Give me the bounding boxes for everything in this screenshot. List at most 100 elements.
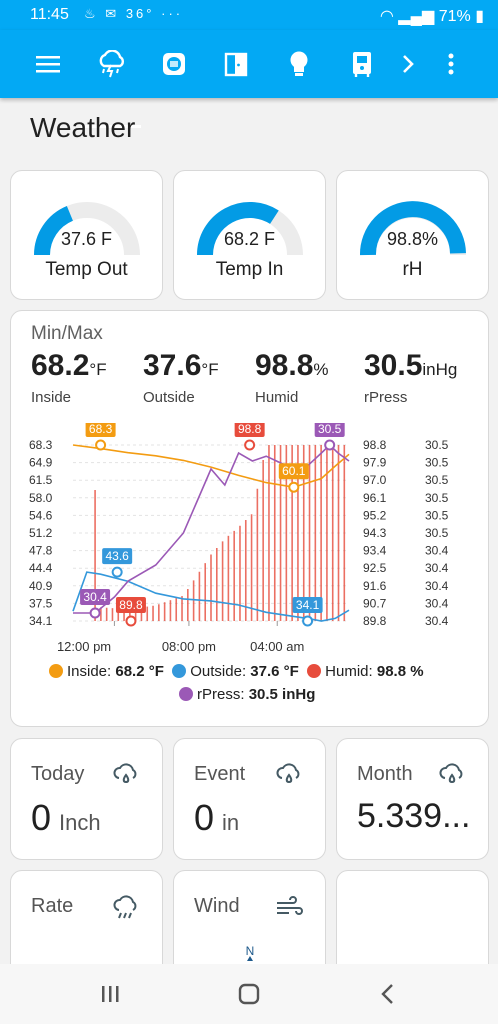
y-right1-tick-label: 94.3 — [363, 526, 387, 540]
y-right2-tick-label: 30.5 — [425, 438, 449, 452]
rain-cloud-icon — [438, 763, 466, 794]
wifi-icon: ◠ — [379, 8, 394, 25]
y-right1-tick-label: 92.5 — [363, 561, 387, 575]
chart-marker-point — [244, 439, 256, 451]
y-left-tick-label: 47.8 — [29, 544, 53, 558]
chart-marker-label: 68.3 — [89, 423, 113, 436]
y-right2-tick-label: 30.5 — [425, 473, 449, 487]
gauge-card-rh[interactable]: 98.8% rH — [336, 170, 489, 300]
back-button[interactable] — [380, 983, 396, 1010]
legend-dot — [49, 664, 63, 678]
x-tick-label: 04:00 am — [250, 639, 304, 654]
y-left-tick-label: 51.2 — [29, 526, 53, 540]
gauge-arc — [359, 201, 466, 256]
tile-rain-event[interactable]: Event 0 in — [173, 738, 326, 860]
stat-inside-value: 68.2°F — [31, 349, 107, 382]
minmax-chart[interactable]: 68.3 98.8 30.5 64.9 97.9 30.5 61.5 97.0 30.5 58.0… — [11, 423, 490, 663]
gauge-arc — [34, 202, 140, 256]
gauge-label: Temp Out — [45, 259, 128, 280]
y-right2-tick-label: 30.4 — [425, 544, 449, 558]
y-left-tick-label: 44.4 — [29, 561, 53, 575]
stat-humid-value: 98.8% — [255, 349, 329, 382]
stat-rpress-label: rPress — [364, 389, 408, 406]
chart-marker-point — [288, 481, 300, 493]
chart-marker-point — [89, 607, 101, 619]
y-left-tick-label: 58.0 — [29, 491, 53, 505]
tile-rain-month[interactable]: Month 5.339... — [336, 738, 489, 860]
legend-item-outside[interactable]: Outside: 37.6 °F — [172, 663, 299, 680]
y-right1-tick-label: 93.4 — [363, 544, 387, 558]
rpress-series-line — [73, 443, 350, 614]
chart-marker-badge — [278, 463, 309, 480]
home-button[interactable] — [238, 983, 260, 1010]
status-temp: 36° — [125, 6, 155, 21]
gauge-arc — [197, 202, 303, 256]
menu-icon[interactable] — [32, 48, 64, 80]
y-right2-tick-label: 30.4 — [425, 561, 449, 575]
y-right1-tick-label: 89.8 — [363, 614, 387, 628]
overflow-menu-icon[interactable] — [435, 48, 467, 80]
y-left-tick-label: 64.9 — [29, 456, 53, 470]
chart-legend-row-2: rPress: 30.5 inHg — [179, 686, 315, 703]
gauge-label: Temp In — [215, 259, 284, 280]
gauge-label: rH — [402, 259, 423, 280]
chart-marker-badge — [80, 589, 111, 605]
tile-title: Rate — [31, 895, 74, 917]
chart-marker-badge — [314, 423, 345, 437]
gauge-card-temp-out[interactable]: 37.6 F Temp Out — [10, 170, 163, 300]
chart-legend-row-1: Inside: 68.2 °F Outside: 37.6 °F Humid: … — [49, 663, 424, 680]
y-left-tick-label: 54.6 — [29, 508, 53, 522]
minmax-card[interactable]: Min/Max 68.2°F Inside 37.6°F Outside 98.… — [10, 310, 489, 727]
device-tab-icon[interactable] — [346, 48, 378, 80]
y-right2-tick-label: 30.4 — [425, 614, 449, 628]
page-title: Weather — [30, 112, 136, 143]
y-right1-tick-label: 90.7 — [363, 596, 387, 610]
recent-apps-button[interactable] — [100, 984, 120, 1009]
y-left-tick-label: 61.5 — [29, 473, 53, 487]
stat-rpress-value: 30.5inHg — [364, 349, 458, 382]
tile-title: Month — [357, 763, 413, 785]
chart-marker-badge — [292, 597, 323, 613]
chart-marker-point — [95, 439, 107, 451]
gauge-fill — [197, 202, 279, 256]
y-right1-tick-label: 97.9 — [363, 456, 387, 470]
wind-icon — [275, 895, 303, 924]
legend-item-rpress[interactable]: rPress: 30.5 inHg — [179, 686, 315, 703]
battery-icon: ▮ — [475, 8, 484, 25]
y-right1-tick-label: 95.2 — [363, 508, 387, 522]
status-right: ◠ ▂▄▆ 71% ▮ — [380, 6, 484, 26]
thermostat-tab-icon[interactable] — [158, 48, 190, 80]
gauge-fill — [359, 201, 466, 256]
chart-marker-point — [324, 439, 336, 451]
weather-tab-icon[interactable] — [95, 48, 127, 80]
gauge-card-temp-in[interactable]: 68.2 F Temp In — [173, 170, 326, 300]
app-toolbar — [0, 30, 498, 128]
more-notifications-icon: ··· — [161, 6, 184, 21]
chart-marker-label: 30.4 — [83, 590, 107, 604]
tile-value: 0 in — [194, 797, 240, 838]
stat-inside-label: Inside — [31, 389, 72, 406]
rain-cloud-icon — [275, 763, 303, 794]
tile-value: 5.339... — [357, 797, 471, 835]
chart-marker-point — [302, 615, 314, 627]
y-right2-tick-label: 30.5 — [425, 456, 449, 470]
y-right1-tick-label: 97.0 — [363, 473, 387, 487]
tile-rain-today[interactable]: Today 0 Inch — [10, 738, 163, 860]
inside-series-line — [72, 444, 350, 489]
y-right2-tick-label: 30.5 — [425, 526, 449, 540]
legend-item-humid[interactable]: Humid: 98.8 % — [307, 663, 424, 680]
stat-outside-value: 37.6°F — [143, 349, 219, 382]
x-tick-label: 08:00 pm — [162, 639, 216, 654]
legend-item-inside[interactable]: Inside: 68.2 °F — [49, 663, 164, 680]
chevron-right-icon[interactable] — [392, 48, 424, 80]
y-left-tick-label: 37.5 — [29, 596, 53, 610]
legend-dot — [172, 664, 187, 678]
y-left-tick-label: 40.9 — [29, 579, 53, 593]
rain-cloud-icon — [112, 763, 140, 794]
lightbulb-tab-icon[interactable] — [283, 48, 315, 80]
chart-marker-badge — [234, 423, 265, 437]
notification-icons: ♨ ✉ 36° ··· — [84, 6, 183, 22]
door-tab-icon[interactable] — [220, 48, 252, 80]
y-right1-tick-label: 91.6 — [363, 579, 387, 593]
compass-north-label: N — [246, 944, 255, 958]
